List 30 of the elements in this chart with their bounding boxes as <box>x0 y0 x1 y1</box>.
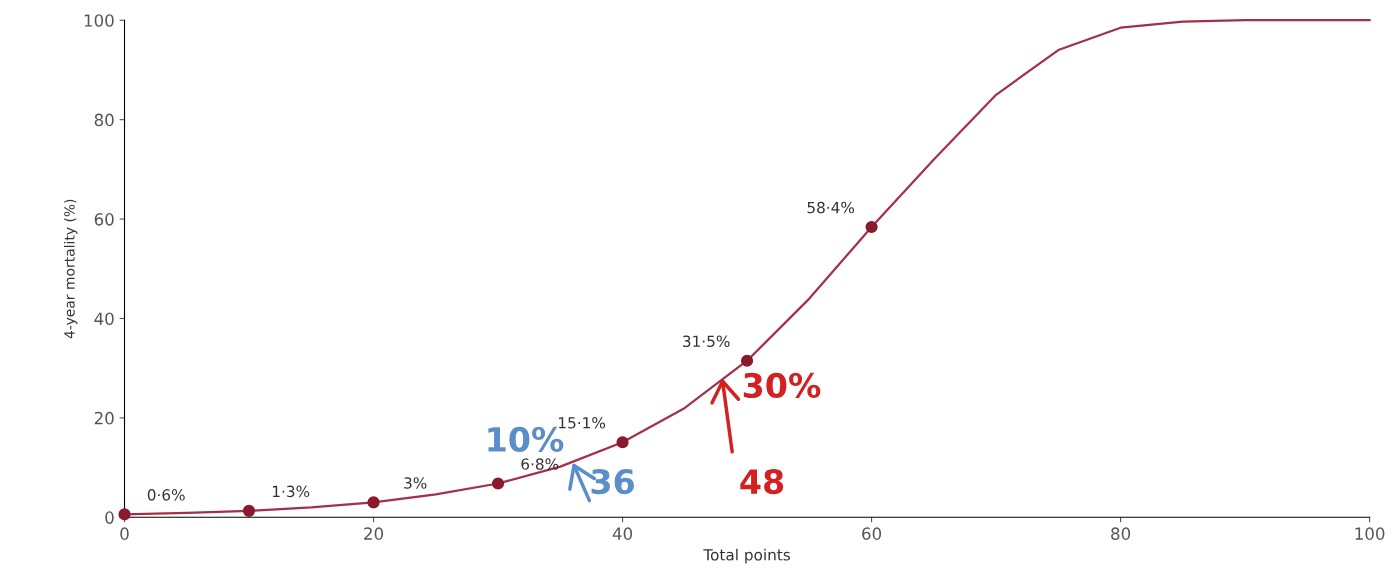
point <box>616 436 629 449</box>
x-tick-label: 100 <box>1355 527 1385 540</box>
data-label: 3% <box>404 477 427 489</box>
point <box>118 508 131 521</box>
point <box>242 504 256 517</box>
y-tick-label: 20 <box>94 411 114 425</box>
x-tick-label: 60 <box>862 527 882 540</box>
data-label: 6·8% <box>521 458 559 470</box>
data-label: 31·5% <box>683 335 730 348</box>
x-tick-label: 40 <box>612 527 633 540</box>
point <box>491 477 505 490</box>
data-label: 0·6% <box>147 489 185 501</box>
annotation: 36 <box>591 468 635 495</box>
point <box>740 354 754 367</box>
y-axis-title: 4-year mortality (%) <box>63 199 78 339</box>
y-tick-label: 100 <box>84 14 114 27</box>
data-label: 58·4% <box>807 201 855 214</box>
y-tick-label: 40 <box>94 312 114 326</box>
x-tick-label: 20 <box>364 527 384 540</box>
y-tick-label: 60 <box>94 213 114 226</box>
x-tick-label: 0 <box>120 527 129 540</box>
x-axis-title: Total points <box>703 548 791 564</box>
annotation: 48 <box>740 468 784 495</box>
y-tick-label: 0 <box>105 511 114 524</box>
point <box>367 496 380 509</box>
x-tick-label: 80 <box>1111 527 1131 540</box>
data-label: 1·3% <box>272 485 310 498</box>
point <box>865 220 878 234</box>
annotation: 30% <box>743 372 821 399</box>
y-tick-label: 80 <box>94 113 114 127</box>
